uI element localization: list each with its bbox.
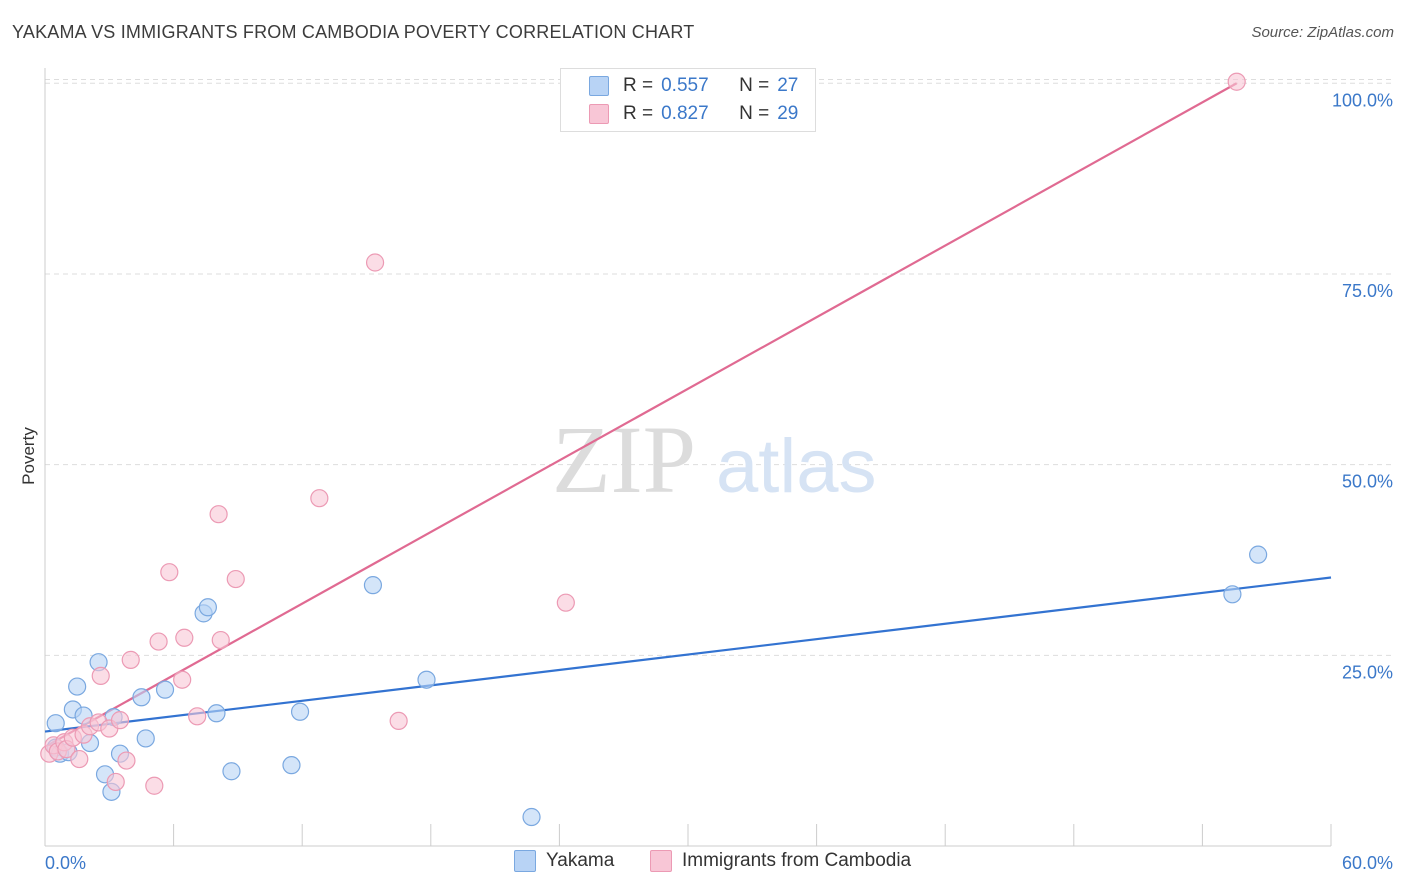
yakama-point — [46, 714, 65, 733]
yakama-point — [68, 677, 87, 696]
x-tick-label: 60.0% — [1342, 853, 1393, 873]
watermark-atlas: atlas — [716, 424, 877, 509]
yakama-point — [1223, 585, 1242, 604]
n-value: 29 — [777, 103, 799, 124]
legend-label: Immigrants from Cambodia — [682, 850, 912, 871]
cambodia-legend-swatch — [650, 850, 672, 872]
cambodia-point — [160, 563, 179, 582]
n-value: 27 — [777, 75, 799, 96]
legend-item-yakama[interactable]: Yakama — [514, 850, 614, 872]
axes — [44, 68, 1332, 847]
cambodia-point — [211, 630, 230, 650]
cambodia-point — [310, 489, 329, 508]
cambodia-swatch — [589, 104, 609, 124]
r-label: R = — [623, 75, 654, 96]
yakama-point — [207, 704, 226, 723]
yakama-point — [282, 756, 301, 775]
yakama-point — [290, 702, 310, 721]
stats-row-cambodia: R = 0.827 N = 29 — [561, 101, 798, 127]
n-label: N = — [739, 75, 770, 96]
y-axis-label: Poverty — [19, 427, 38, 485]
watermark-zip: ZIP — [552, 406, 696, 513]
yakama-point — [522, 807, 541, 827]
cambodia-point — [175, 628, 194, 647]
r-label: R = — [623, 103, 654, 124]
y-tick-label: 25.0% — [1342, 662, 1393, 682]
r-value: 0.557 — [661, 75, 709, 96]
trend-lines — [44, 82, 1332, 748]
cambodia-point — [226, 569, 245, 589]
grid-lines — [45, 78, 1394, 656]
cambodia-point — [1227, 72, 1246, 91]
cambodia-point — [556, 593, 575, 612]
yakama-trend-line — [44, 576, 1332, 733]
cambodia-point — [173, 670, 192, 689]
tick-labels: 25.0% 50.0% 75.0% 100.0% 0.0% 60.0% — [45, 90, 1393, 873]
stats-row-yakama: R = 0.557 N = 27 — [561, 73, 798, 99]
stats-legend: R = 0.557 N = 27 R = 0.827 N = 29 — [560, 68, 816, 132]
cambodia-trend-line — [44, 82, 1238, 748]
cambodia-point — [149, 632, 168, 651]
yakama-swatch — [589, 76, 609, 96]
cambodia-point — [121, 650, 140, 669]
y-tick-label: 100.0% — [1332, 90, 1393, 110]
yakama-point — [363, 576, 383, 595]
cambodia-point — [91, 666, 110, 686]
source-credit: Source: ZipAtlas.com — [1251, 24, 1394, 41]
r-value: 0.827 — [661, 103, 709, 124]
series-legend: Yakama Immigrants from Cambodia — [0, 850, 1406, 878]
cambodia-point — [209, 505, 228, 524]
cambodia-point — [188, 707, 207, 726]
yakama-point — [1249, 545, 1268, 564]
legend-label: Yakama — [546, 850, 615, 871]
yakama-point — [136, 729, 155, 748]
chart-title: YAKAMA VS IMMIGRANTS FROM CAMBODIA POVER… — [12, 22, 695, 42]
cambodia-point — [70, 749, 89, 769]
y-tick-label: 75.0% — [1342, 281, 1393, 301]
data-points — [40, 72, 1268, 827]
cambodia-point — [389, 711, 408, 731]
cambodia-point — [110, 711, 130, 730]
yakama-legend-swatch — [514, 850, 536, 872]
yakama-point — [198, 598, 217, 617]
cambodia-point — [145, 776, 164, 795]
yakama-point — [132, 688, 151, 707]
x-tick-label: 0.0% — [45, 853, 86, 873]
yakama-point — [222, 762, 241, 781]
watermark: ZIP atlas — [552, 406, 877, 513]
cambodia-point — [365, 253, 385, 272]
yakama-point — [155, 680, 175, 699]
y-tick-label: 50.0% — [1342, 472, 1393, 492]
yakama-point — [417, 670, 436, 689]
cambodia-point — [106, 772, 125, 792]
n-label: N = — [739, 103, 770, 124]
cambodia-point — [117, 751, 136, 770]
legend-item-cambodia[interactable]: Immigrants from Cambodia — [650, 850, 911, 872]
